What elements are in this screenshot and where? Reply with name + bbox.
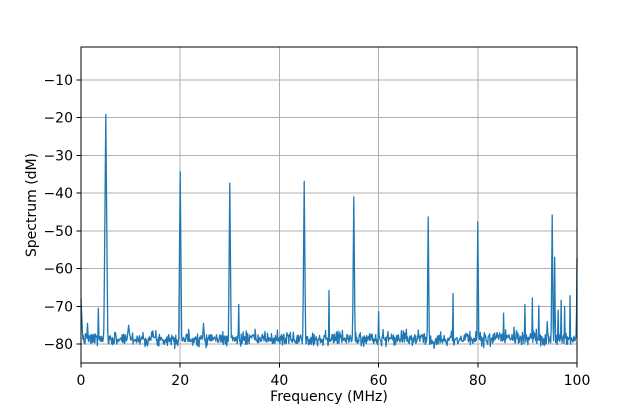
y-tick-label: −80 xyxy=(43,337,73,353)
x-axis-label: Frequency (MHz) xyxy=(270,389,388,405)
tick-layer: 0 20 40 60 80 100 −10 −20 −30 −40 −50 −60 −70 −80 xyxy=(43,73,590,389)
y-tick-label: −70 xyxy=(43,299,73,315)
x-tick-label: 0 xyxy=(77,373,86,389)
y-tick-label: −20 xyxy=(43,111,73,127)
spectrum-line xyxy=(80,113,578,350)
y-tick-label: −30 xyxy=(43,148,73,164)
y-axis-label: Spectrum (dM) xyxy=(24,153,40,257)
y-tick-label: −60 xyxy=(43,262,73,278)
axes-frame xyxy=(80,46,578,364)
x-tick-label: 60 xyxy=(370,373,388,389)
x-tick-label: 100 xyxy=(564,373,591,389)
x-tick-label: 40 xyxy=(270,373,288,389)
y-tick-label: −50 xyxy=(43,224,73,240)
x-tick-label: 80 xyxy=(469,373,487,389)
spectrum-line-layer xyxy=(80,113,578,350)
x-tick-label: 20 xyxy=(171,373,189,389)
y-tick-label: −10 xyxy=(43,73,73,89)
y-tick-label: −40 xyxy=(43,186,73,202)
